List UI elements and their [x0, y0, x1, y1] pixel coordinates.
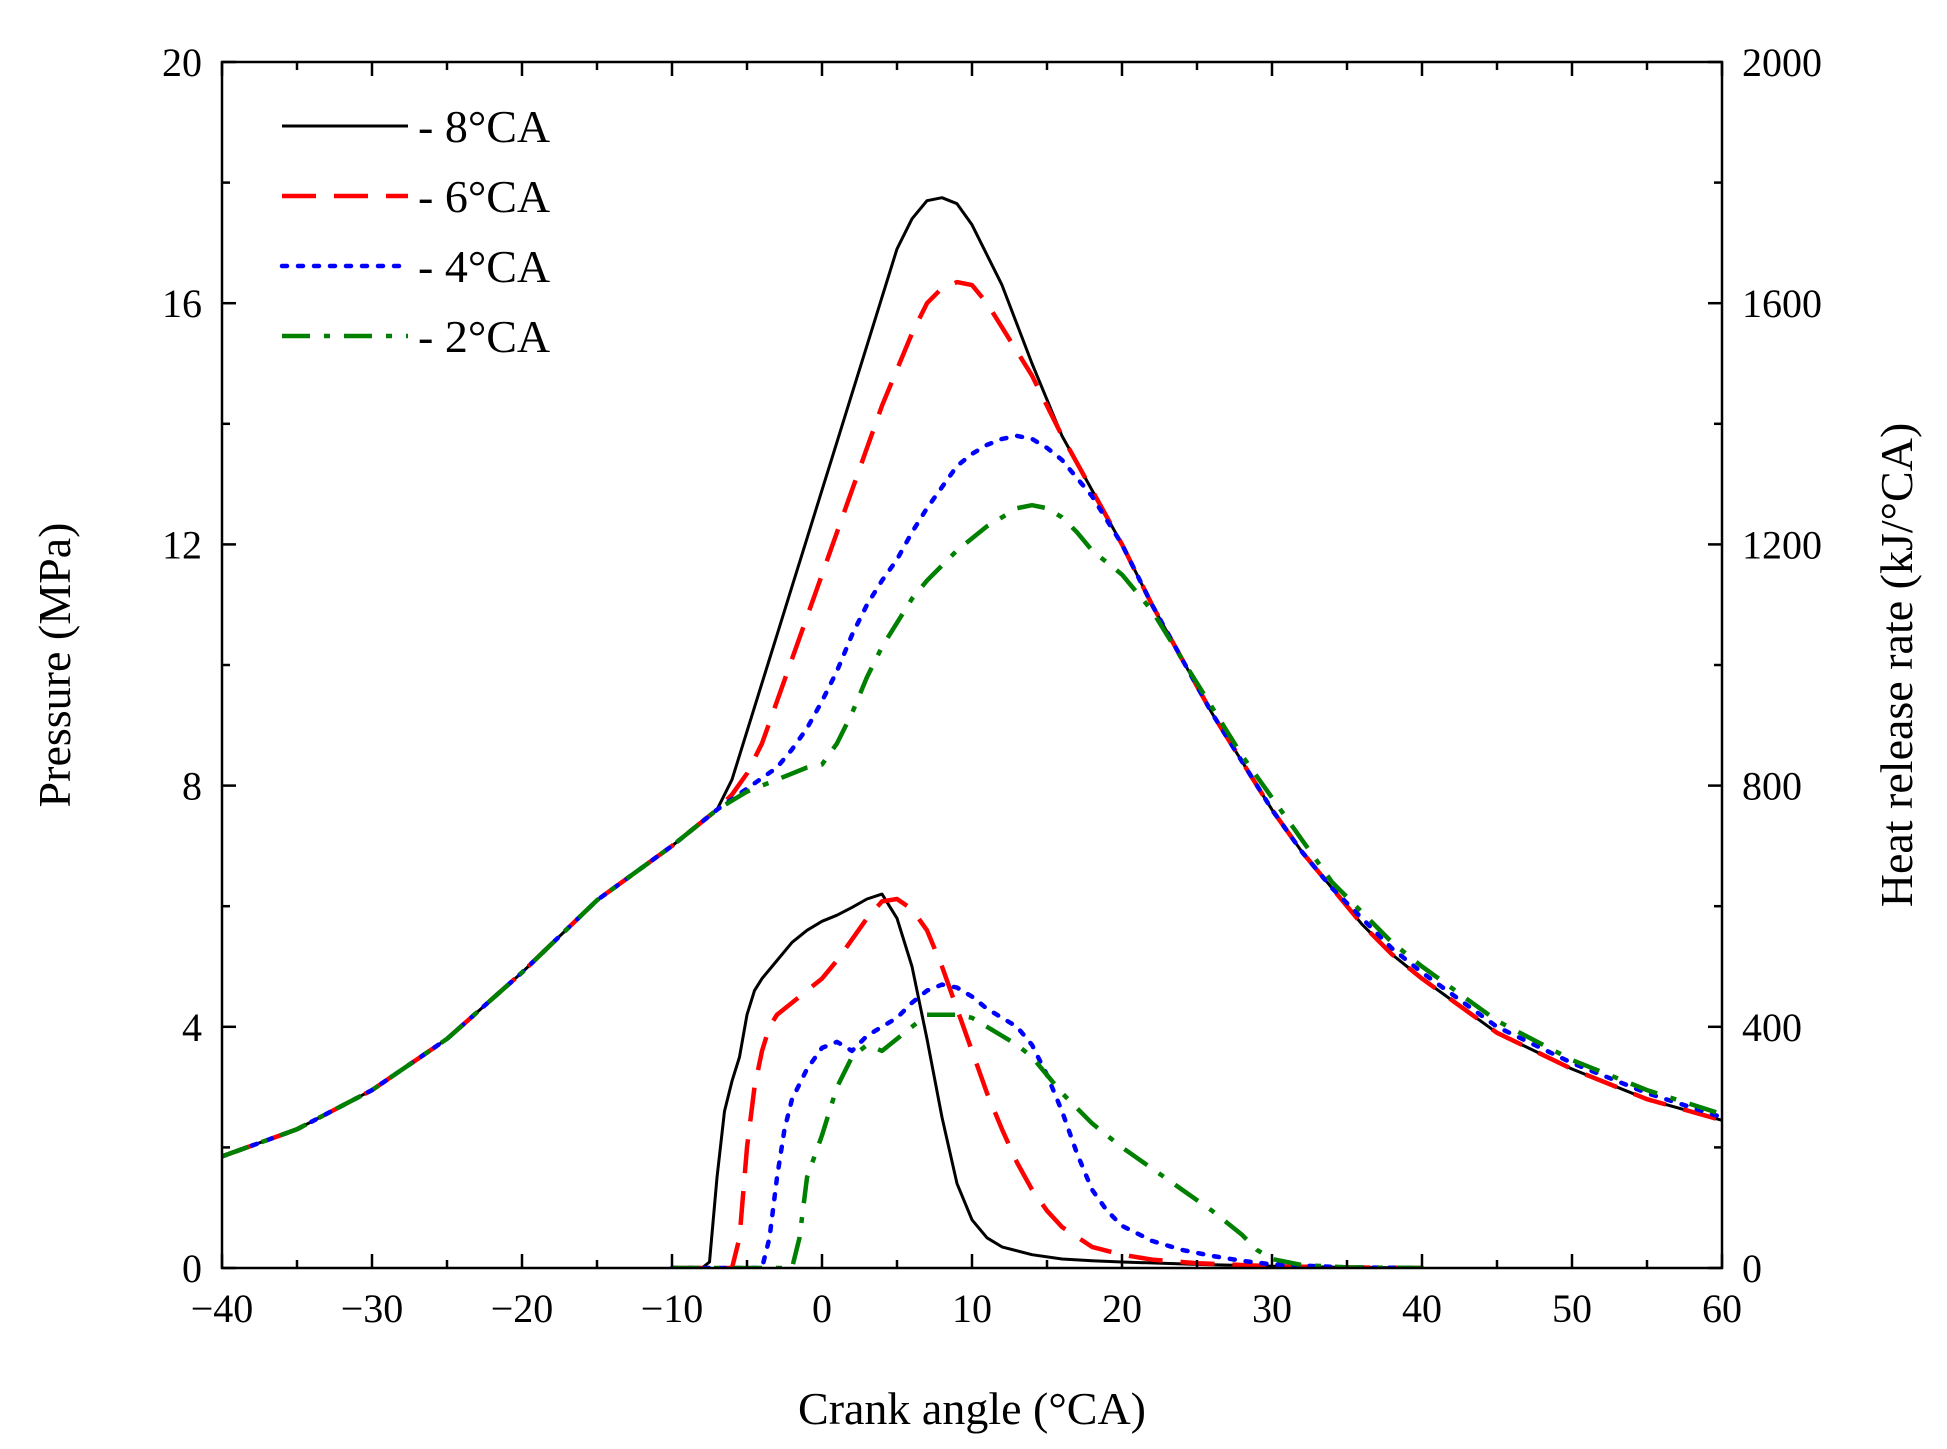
y-right-tick-label: 1200: [1742, 522, 1822, 567]
heat-release-line-series-3: [669, 982, 1425, 1268]
y-left-tick-label: 0: [182, 1246, 202, 1291]
tick-labels: −40 −30 −20 −10 0 10 20 30 40 50 60048121620040080…: [162, 40, 1822, 1331]
x-tick-label: −30: [341, 1286, 404, 1331]
legend-item: - 6°CA: [282, 171, 550, 222]
legend-item: - 8°CA: [282, 101, 550, 152]
x-tick-label: 10: [952, 1286, 992, 1331]
y-left-tick-label: 20: [162, 40, 202, 85]
heat-release-line-series-2: [672, 896, 1423, 1268]
x-tick-label: 40: [1402, 1286, 1442, 1331]
legend: - 8°CA - 6°CA - 4°CA - 2°CA: [279, 101, 550, 362]
x-tick-label: 50: [1552, 1286, 1592, 1331]
y-right-tick-label: 1600: [1742, 281, 1822, 326]
legend-item: - 2°CA: [282, 311, 550, 362]
pressure-line-series-1: [222, 196, 1722, 1158]
x-tick-label: −40: [191, 1286, 254, 1331]
x-tick-label: 30: [1252, 1286, 1292, 1331]
plot-area: [222, 196, 1722, 1268]
legend-label: - 6°CA: [418, 171, 550, 222]
plot-frame: [220, 60, 1724, 1270]
y-left-tick-label: 8: [182, 764, 202, 809]
y-left-tick-label: 4: [182, 1005, 202, 1050]
heat-release-line-series-4: [672, 1012, 1423, 1268]
pressure-line-series-4: [222, 502, 1722, 1159]
y-axis-right-title: Heat release rate (kJ/°CA): [1871, 423, 1922, 908]
legend-label: - 2°CA: [418, 311, 550, 362]
x-axis-title: Crank angle (°CA): [798, 1383, 1146, 1434]
y-right-tick-label: 0: [1742, 1246, 1762, 1291]
y-left-tick-label: 12: [162, 522, 202, 567]
y-right-tick-label: 2000: [1742, 40, 1822, 85]
x-tick-label: 60: [1702, 1286, 1742, 1331]
x-tick-label: 0: [812, 1286, 832, 1331]
x-tick-label: −10: [641, 1286, 704, 1331]
legend-item: - 4°CA: [279, 241, 550, 292]
pressure-line-series-3: [222, 433, 1722, 1159]
y-left-tick-label: 16: [162, 281, 202, 326]
y-right-tick-label: 400: [1742, 1005, 1802, 1050]
y-right-tick-label: 800: [1742, 764, 1802, 809]
legend-label: - 4°CA: [418, 241, 550, 292]
legend-label: - 8°CA: [418, 101, 550, 152]
curves: [222, 196, 1722, 1268]
heat-release-line-series-1: [701, 892, 1423, 1268]
x-tick-label: −20: [491, 1286, 554, 1331]
y-axis-left-title: Pressure (MPa): [29, 523, 80, 808]
x-tick-label: 20: [1102, 1286, 1142, 1331]
